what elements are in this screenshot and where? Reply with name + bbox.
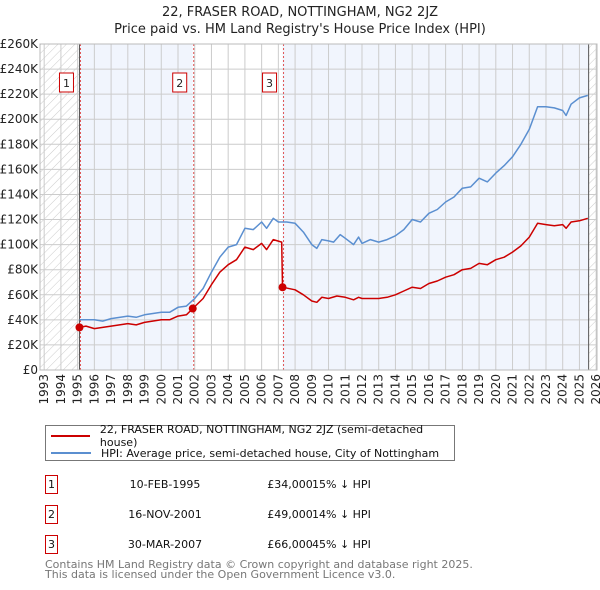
hpi-line	[79, 94, 589, 322]
x-tick-label: 2022	[522, 374, 536, 405]
sale-price: £49,000	[267, 508, 313, 521]
y-tick-label: £220K	[0, 87, 39, 101]
x-tick-label: 1997	[104, 374, 118, 405]
marker-badge: 1	[45, 475, 58, 494]
chart-title: 22, FRASER ROAD, NOTTINGHAM, NG2 2JZ	[162, 5, 438, 20]
x-tick-label: 2008	[288, 374, 302, 405]
sale-point	[278, 283, 287, 292]
sale-label: 1	[63, 77, 70, 90]
x-tick-label: 2009	[305, 374, 319, 405]
x-tick-label: 1998	[121, 374, 135, 405]
sale-point	[75, 323, 84, 332]
chart-subtitle: Price paid vs. HM Land Registry's House …	[114, 22, 486, 37]
marker-badge: 3	[45, 535, 58, 554]
sale-label: 3	[266, 77, 273, 90]
legend-label: 22, FRASER ROAD, NOTTINGHAM, NG2 2JZ (se…	[99, 423, 424, 449]
hatched-region-before	[40, 44, 80, 370]
y-tick-label: £0	[23, 363, 38, 377]
footer-copyright: Contains HM Land Registry data © Crown c…	[45, 558, 473, 571]
x-tick-label: 2018	[455, 374, 469, 405]
y-tick-label: £260K	[0, 37, 39, 51]
legend-swatch-blue	[51, 452, 91, 454]
x-tick-label: 2020	[489, 374, 503, 405]
x-tick-label: 2004	[221, 374, 235, 405]
marker-badge: 2	[45, 505, 58, 524]
ownership-band	[282, 44, 589, 370]
hpi-diff: 14% ↓ HPI	[312, 508, 371, 521]
x-tick-label: 1995	[71, 374, 85, 405]
x-tick-label: 1993	[37, 374, 51, 405]
x-tick-label: 1994	[54, 374, 68, 405]
x-tick-label: 2005	[238, 374, 252, 405]
x-tick-label: 2024	[556, 374, 570, 405]
ownership-band	[79, 44, 193, 370]
sale-price: £34,000	[267, 478, 313, 491]
legend-item-hpi: HPI: Average price, semi-detached house,…	[51, 445, 439, 461]
sale-point	[188, 304, 197, 313]
x-tick-label: 2016	[422, 374, 436, 405]
x-tick-label: 2002	[188, 374, 202, 405]
sale-label-box	[172, 72, 188, 93]
transaction-row: 1 10-FEB-1995 £34,000 15% ↓ HPI	[45, 475, 465, 495]
y-tick-label: £180K	[0, 137, 39, 151]
plot-border	[39, 43, 598, 371]
x-tick-label: 2010	[322, 374, 336, 405]
y-tick-label: £140K	[0, 187, 39, 201]
footer-licence: This data is licensed under the Open Gov…	[45, 568, 396, 581]
x-tick-label: 2023	[539, 374, 553, 405]
x-tick-label: 2001	[171, 374, 185, 405]
y-tick-label: £80K	[7, 263, 39, 277]
x-tick-label: 2000	[154, 374, 168, 405]
sale-date: 30-MAR-2007	[127, 538, 203, 551]
hpi-diff: 45% ↓ HPI	[312, 538, 371, 551]
y-tick-label: £100K	[0, 238, 39, 252]
transaction-row: 3 30-MAR-2007 £66,000 45% ↓ HPI	[45, 535, 465, 555]
x-tick-label: 2011	[338, 374, 352, 405]
legend-item-property: 22, FRASER ROAD, NOTTINGHAM, NG2 2JZ (se…	[51, 423, 454, 449]
legend-swatch-red	[51, 435, 90, 437]
x-tick-label: 2017	[439, 374, 453, 405]
x-tick-label: 2013	[372, 374, 386, 405]
hatched-region-after	[588, 44, 597, 370]
sale-date: 10-FEB-1995	[129, 478, 201, 491]
x-tick-label: 2012	[355, 374, 369, 405]
x-tick-label: 2006	[255, 374, 269, 405]
y-tick-label: £120K	[0, 213, 39, 227]
sale-label-box	[262, 72, 278, 93]
x-tick-label: 2003	[204, 374, 218, 405]
sale-date: 16-NOV-2001	[128, 508, 202, 521]
x-tick-label: 2014	[388, 374, 402, 405]
legend: 22, FRASER ROAD, NOTTINGHAM, NG2 2JZ (se…	[45, 423, 455, 461]
y-tick-label: £60K	[7, 288, 39, 302]
hpi-diff: 15% ↓ HPI	[312, 478, 371, 491]
x-tick-label: 2007	[271, 374, 285, 405]
y-tick-label: £40K	[7, 313, 39, 327]
transaction-row: 2 16-NOV-2001 £49,000 14% ↓ HPI	[45, 505, 465, 525]
y-tick-label: £240K	[0, 62, 39, 76]
y-tick-label: £200K	[0, 112, 39, 126]
x-tick-label: 2025	[572, 374, 586, 405]
legend-label: HPI: Average price, semi-detached house,…	[101, 446, 440, 460]
sale-label-box	[58, 72, 74, 93]
x-tick-label: 2019	[472, 374, 486, 405]
price-chart: 22, FRASER ROAD, NOTTINGHAM, NG2 2JZ Pri…	[0, 5, 600, 405]
x-tick-label: 2015	[405, 374, 419, 405]
price-paid-line	[79, 217, 589, 330]
sale-label: 2	[176, 77, 183, 90]
y-tick-label: £160K	[0, 162, 39, 176]
y-tick-label: £20K	[7, 338, 39, 352]
footer: Contains HM Land Registry data © Crown c…	[45, 558, 473, 581]
x-tick-label: 2021	[506, 374, 520, 405]
x-tick-label: 1999	[138, 374, 152, 405]
x-tick-label: 1996	[87, 374, 101, 405]
sale-price: £66,000	[267, 538, 313, 551]
x-tick-label: 2026	[589, 374, 600, 405]
